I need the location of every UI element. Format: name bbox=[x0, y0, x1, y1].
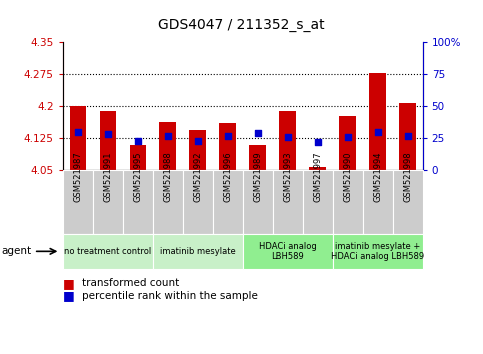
Text: no treatment control: no treatment control bbox=[64, 247, 151, 256]
Text: GSM521990: GSM521990 bbox=[343, 151, 352, 202]
Point bbox=[134, 138, 142, 143]
Text: percentile rank within the sample: percentile rank within the sample bbox=[82, 291, 258, 301]
Text: imatinib mesylate: imatinib mesylate bbox=[160, 247, 236, 256]
Point bbox=[194, 138, 201, 143]
Point bbox=[374, 129, 382, 135]
Point bbox=[224, 133, 231, 138]
Text: GSM521996: GSM521996 bbox=[223, 151, 232, 202]
Text: GDS4047 / 211352_s_at: GDS4047 / 211352_s_at bbox=[158, 18, 325, 32]
Bar bbox=[189, 130, 206, 170]
Bar bbox=[99, 111, 116, 170]
Point bbox=[314, 139, 322, 145]
Point bbox=[164, 133, 171, 138]
Point bbox=[254, 130, 262, 136]
Bar bbox=[340, 115, 356, 170]
Text: HDACi analog
LBH589: HDACi analog LBH589 bbox=[259, 242, 316, 261]
Text: GSM521995: GSM521995 bbox=[133, 151, 142, 202]
Text: transformed count: transformed count bbox=[82, 278, 179, 288]
Point bbox=[404, 133, 412, 138]
Text: GSM521998: GSM521998 bbox=[403, 151, 412, 202]
Text: GSM521989: GSM521989 bbox=[253, 151, 262, 202]
Bar bbox=[280, 111, 296, 170]
Bar bbox=[129, 145, 146, 170]
Text: GSM521987: GSM521987 bbox=[73, 151, 82, 202]
Bar bbox=[219, 123, 236, 170]
Text: agent: agent bbox=[1, 246, 31, 256]
Bar bbox=[369, 73, 386, 170]
Bar bbox=[249, 145, 266, 170]
Text: ■: ■ bbox=[63, 277, 74, 290]
Bar bbox=[159, 122, 176, 170]
Bar bbox=[310, 166, 326, 170]
Text: imatinib mesylate +
HDACi analog LBH589: imatinib mesylate + HDACi analog LBH589 bbox=[331, 242, 424, 261]
Text: GSM521992: GSM521992 bbox=[193, 151, 202, 202]
Text: GSM521988: GSM521988 bbox=[163, 151, 172, 202]
Point bbox=[104, 131, 112, 137]
Bar bbox=[70, 106, 86, 170]
Text: GSM521991: GSM521991 bbox=[103, 151, 112, 202]
Point bbox=[344, 134, 352, 139]
Text: GSM521994: GSM521994 bbox=[373, 151, 382, 202]
Point bbox=[284, 134, 292, 139]
Bar bbox=[399, 103, 416, 170]
Text: GSM521997: GSM521997 bbox=[313, 151, 322, 202]
Point bbox=[74, 129, 82, 135]
Text: GSM521993: GSM521993 bbox=[283, 151, 292, 202]
Text: ■: ■ bbox=[63, 289, 74, 302]
